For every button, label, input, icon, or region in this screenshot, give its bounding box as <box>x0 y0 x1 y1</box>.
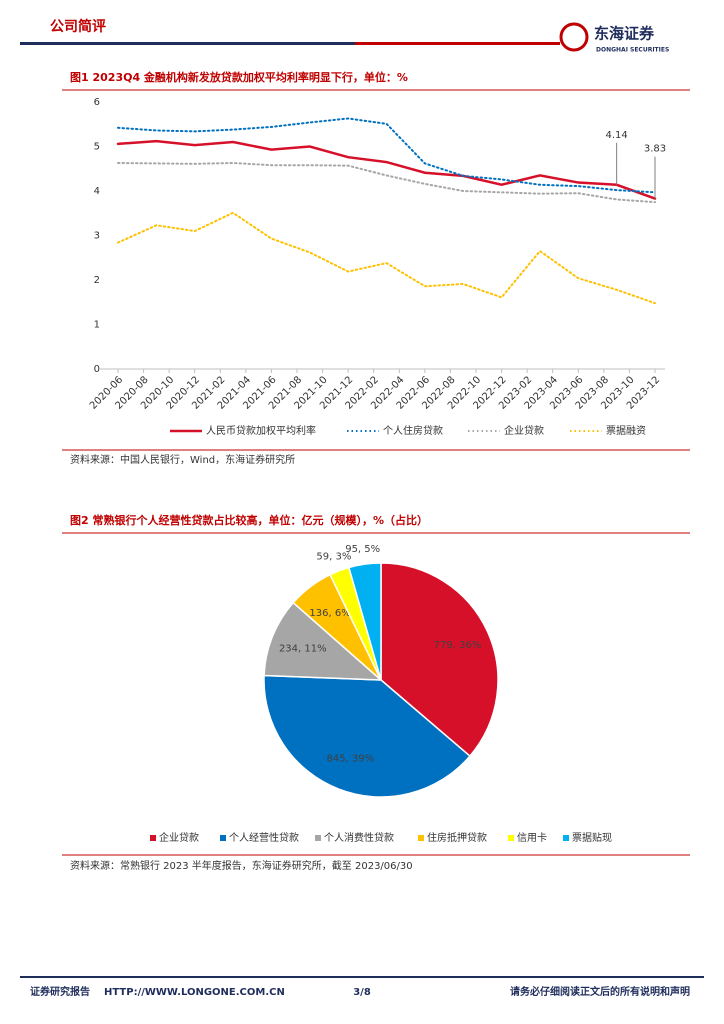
section-title: 公司简评 <box>50 18 106 35</box>
legend-label: 票据贴现 <box>572 831 612 844</box>
pie-slice <box>263 601 384 681</box>
chart-title: 图1 2023Q4 金融机构新发放贷款加权平均利率明显下行，单位：% <box>70 70 408 84</box>
y-tick-label: 4 <box>94 186 100 197</box>
legend-label: 个人经营性贷款 <box>229 831 299 844</box>
legend-label: 票据融资 <box>606 424 646 437</box>
footer-url: HTTP://WWW.LONGONE.COM.CN <box>104 987 285 998</box>
source: 资料来源：常熟银行 2023 半年度报告，东海证券研究所，截至 2023/06/… <box>70 859 413 872</box>
series-line <box>117 117 656 194</box>
logo-cn: 东海证券 <box>594 25 655 43</box>
logo-icon <box>559 22 589 52</box>
header-bar <box>20 42 355 45</box>
legend-label: 个人消费性贷款 <box>324 831 394 844</box>
slice-label: 845, 39% <box>326 753 374 764</box>
annotation: 4.14 <box>606 130 628 141</box>
slice-label: 234, 11% <box>279 644 327 655</box>
legend-swatch <box>508 835 514 841</box>
legend-swatch <box>563 835 569 841</box>
legend-label: 信用卡 <box>517 831 547 844</box>
footer-left: 证券研究报告 <box>30 985 90 998</box>
y-tick-label: 3 <box>94 231 100 242</box>
legend-swatch <box>315 835 321 841</box>
series-line <box>117 161 656 204</box>
y-tick-label: 6 <box>94 97 100 108</box>
series-line <box>117 211 656 305</box>
slice-label: 136, 6% <box>309 608 350 619</box>
annotation: 3.83 <box>644 144 666 155</box>
y-tick-label: 5 <box>94 142 100 153</box>
slice-label: 779, 36% <box>434 640 482 651</box>
slice-label: 59, 3% <box>316 551 351 562</box>
page-number: 3/8 <box>353 987 371 998</box>
legend-swatch <box>418 835 424 841</box>
pie-slice <box>380 562 499 758</box>
series-line <box>116 139 657 200</box>
logo-en: DONGHAI SECURITIES <box>596 47 669 54</box>
legend-label: 企业贷款 <box>159 831 199 844</box>
pie-slice <box>347 562 382 681</box>
chart-title: 图2 常熟银行个人经营性贷款占比较高，单位：亿元（规模），%（占比） <box>70 513 428 527</box>
legend-label: 企业贷款 <box>504 424 544 437</box>
y-tick-label: 0 <box>94 364 100 375</box>
legend-swatch <box>220 835 226 841</box>
legend-swatch <box>150 835 156 841</box>
slice-label: 95, 5% <box>345 544 380 555</box>
legend-label: 住房抵押贷款 <box>427 831 487 844</box>
legend-label: 人民币贷款加权平均利率 <box>206 424 316 437</box>
footer-right: 请务必仔细阅读正文后的所有说明和声明 <box>510 985 690 998</box>
legend-label: 个人住房贷款 <box>383 424 443 437</box>
y-tick-label: 2 <box>94 275 100 286</box>
pie-slice <box>263 674 471 798</box>
y-tick-label: 1 <box>94 320 100 331</box>
source: 资料来源：中国人民银行，Wind，东海证券研究所 <box>70 453 295 466</box>
header-bar <box>355 42 560 45</box>
